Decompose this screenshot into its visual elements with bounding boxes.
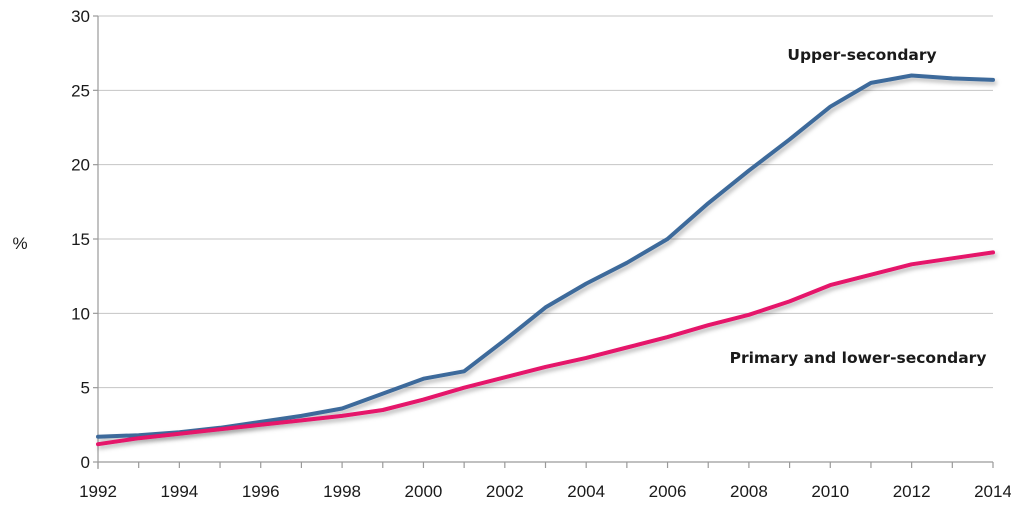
y-tick-label: 25: [71, 81, 90, 100]
x-tick-label: 1994: [160, 482, 198, 501]
x-tick-label: 2012: [893, 482, 931, 501]
series-line-1: [96, 73, 995, 439]
x-tick-label: 2010: [811, 482, 849, 501]
y-tick-label: 20: [71, 156, 90, 175]
gridlines: [98, 15, 993, 389]
x-tick-label: 1996: [242, 482, 280, 501]
x-tick-label: 1992: [79, 482, 117, 501]
axes: [93, 15, 994, 469]
x-tick-label: 2004: [567, 482, 605, 501]
x-tick-label: 2008: [730, 482, 768, 501]
y-tick-label: 15: [71, 230, 90, 249]
y-tick-label: 5: [81, 379, 90, 398]
x-tick-label: 2006: [649, 482, 687, 501]
series-label-1: Upper-secondary: [787, 46, 936, 64]
x-tick-label: 2002: [486, 482, 524, 501]
y-axis-title: %: [12, 234, 27, 253]
y-tick-label: 0: [81, 453, 90, 472]
x-tick-label: 2014: [974, 482, 1011, 501]
y-tick-label: 10: [71, 304, 90, 323]
y-tick-label: 30: [71, 7, 90, 26]
series-label-2: Primary and lower-secondary: [730, 349, 987, 367]
labels: 0 5 10 15 20 25 30 1992 1994 1996 1998 2000 2002 2004…: [12, 7, 1011, 501]
x-tick-label: 1998: [323, 482, 361, 501]
series-lines: [96, 73, 995, 447]
x-tick-label: 2000: [405, 482, 443, 501]
series-line-2: [96, 250, 995, 447]
